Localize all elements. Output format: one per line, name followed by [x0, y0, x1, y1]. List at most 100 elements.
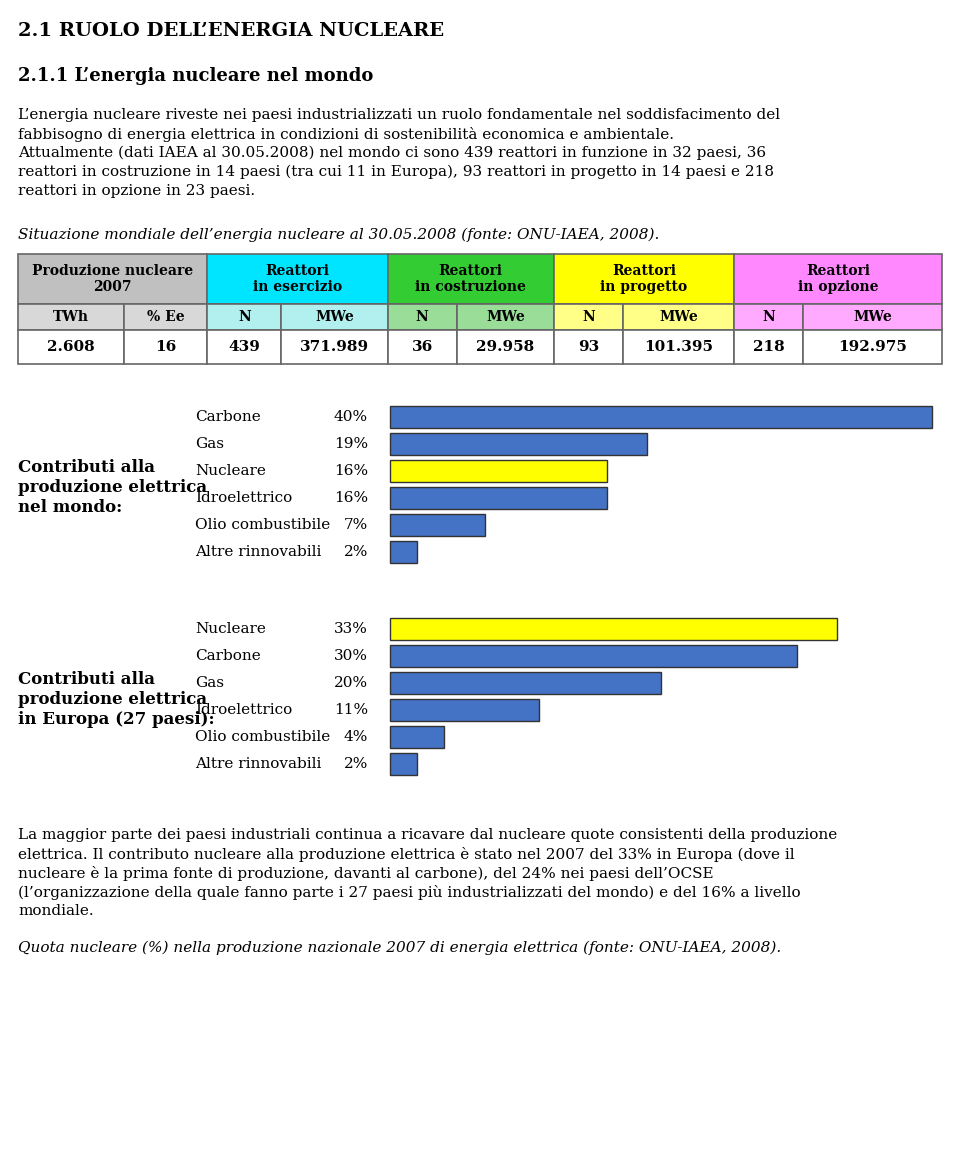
- Bar: [554, 304, 623, 330]
- Text: 2.1.1 L’energia nucleare nel mondo: 2.1.1 L’energia nucleare nel mondo: [18, 67, 373, 85]
- Bar: [390, 618, 837, 640]
- Text: elettrica. Il contributo nucleare alla produzione elettrica è stato nel 2007 del: elettrica. Il contributo nucleare alla p…: [18, 847, 795, 862]
- Text: Nucleare: Nucleare: [195, 464, 266, 479]
- Text: 7%: 7%: [344, 518, 368, 532]
- Bar: [207, 254, 388, 304]
- Text: Altre rinnovabili: Altre rinnovabili: [195, 757, 322, 771]
- Bar: [18, 304, 124, 330]
- Text: reattori in opzione in 23 paesi.: reattori in opzione in 23 paesi.: [18, 184, 255, 198]
- Text: Carbone: Carbone: [195, 410, 261, 424]
- Text: Situazione mondiale dell’energia nucleare al 30.05.2008 (fonte: ONU-IAEA, 2008).: Situazione mondiale dell’energia nuclear…: [18, 228, 660, 242]
- Text: Contributi alla: Contributi alla: [18, 672, 155, 688]
- Text: Quota nucleare (%) nella produzione nazionale 2007 di energia elettrica (fonte: : Quota nucleare (%) nella produzione nazi…: [18, 941, 781, 956]
- Bar: [734, 330, 804, 364]
- Bar: [124, 304, 207, 330]
- Bar: [390, 460, 607, 482]
- Text: 16%: 16%: [334, 464, 368, 479]
- Bar: [804, 304, 942, 330]
- Bar: [554, 254, 734, 304]
- Text: MWe: MWe: [853, 310, 892, 324]
- Text: nucleare è la prima fonte di produzione, davanti al carbone), del 24% nei paesi : nucleare è la prima fonte di produzione,…: [18, 866, 713, 881]
- Text: 33%: 33%: [334, 622, 368, 636]
- Text: Reattori
in costruzione: Reattori in costruzione: [416, 264, 526, 294]
- Bar: [390, 433, 647, 455]
- Bar: [388, 254, 554, 304]
- Bar: [124, 330, 207, 364]
- Text: 439: 439: [228, 340, 260, 355]
- Text: Reattori
in opzione: Reattori in opzione: [798, 264, 878, 294]
- Text: 371.989: 371.989: [300, 340, 369, 355]
- Text: produzione elettrica: produzione elettrica: [18, 479, 207, 496]
- Bar: [734, 304, 804, 330]
- Bar: [623, 304, 734, 330]
- Text: Nucleare: Nucleare: [195, 622, 266, 636]
- Text: La maggior parte dei paesi industriali continua a ricavare dal nucleare quote co: La maggior parte dei paesi industriali c…: [18, 828, 837, 842]
- Text: Olio combustibile: Olio combustibile: [195, 518, 330, 532]
- Bar: [390, 514, 485, 536]
- Text: L’energia nucleare riveste nei paesi industrializzati un ruolo fondamentale nel : L’energia nucleare riveste nei paesi ind…: [18, 108, 780, 122]
- Text: MWe: MWe: [660, 310, 698, 324]
- Text: Gas: Gas: [195, 438, 224, 450]
- Text: Reattori
in progetto: Reattori in progetto: [600, 264, 687, 294]
- Text: Idroelettrico: Idroelettrico: [195, 703, 292, 717]
- Text: N: N: [238, 310, 251, 324]
- Text: in Europa (27 paesi):: in Europa (27 paesi):: [18, 711, 215, 728]
- Text: reattori in costruzione in 14 paesi (tra cui 11 in Europa), 93 reattori in proge: reattori in costruzione in 14 paesi (tra…: [18, 165, 774, 179]
- Bar: [18, 254, 207, 304]
- Text: N: N: [582, 310, 595, 324]
- Text: Idroelettrico: Idroelettrico: [195, 491, 292, 505]
- Bar: [207, 304, 281, 330]
- Text: fabbisogno di energia elettrica in condizioni di sostenibilità economica e ambie: fabbisogno di energia elettrica in condi…: [18, 128, 674, 142]
- Text: 4%: 4%: [344, 730, 368, 744]
- Bar: [390, 727, 444, 748]
- Bar: [390, 753, 417, 775]
- Bar: [804, 330, 942, 364]
- Bar: [207, 330, 281, 364]
- Text: 192.975: 192.975: [838, 340, 907, 355]
- Text: Produzione nucleare
2007: Produzione nucleare 2007: [32, 264, 193, 294]
- Text: 16: 16: [156, 340, 177, 355]
- Text: 218: 218: [753, 340, 784, 355]
- Bar: [457, 330, 554, 364]
- Bar: [390, 698, 540, 721]
- Text: MWe: MWe: [486, 310, 525, 324]
- Text: 2%: 2%: [344, 757, 368, 771]
- Text: (l’organizzazione della quale fanno parte i 27 paesi più industrializzati del mo: (l’organizzazione della quale fanno part…: [18, 885, 801, 900]
- Text: 11%: 11%: [334, 703, 368, 717]
- Text: 2%: 2%: [344, 545, 368, 559]
- Text: nel mondo:: nel mondo:: [18, 498, 122, 516]
- Text: 16%: 16%: [334, 491, 368, 505]
- Text: mondiale.: mondiale.: [18, 904, 94, 918]
- Text: 36: 36: [412, 340, 433, 355]
- Text: Contributi alla: Contributi alla: [18, 459, 155, 476]
- Bar: [457, 304, 554, 330]
- Text: TWh: TWh: [53, 310, 89, 324]
- Text: % Ee: % Ee: [147, 310, 184, 324]
- Bar: [18, 330, 124, 364]
- Text: N: N: [762, 310, 775, 324]
- Text: produzione elettrica: produzione elettrica: [18, 691, 207, 708]
- Bar: [554, 330, 623, 364]
- Text: Attualmente (dati IAEA al 30.05.2008) nel mondo ci sono 439 reattori in funzione: Attualmente (dati IAEA al 30.05.2008) ne…: [18, 146, 766, 160]
- Text: 29.958: 29.958: [476, 340, 535, 355]
- Text: Altre rinnovabili: Altre rinnovabili: [195, 545, 322, 559]
- Text: 19%: 19%: [334, 438, 368, 450]
- Text: N: N: [416, 310, 428, 324]
- Text: 2.1 RUOLO DELL’ENERGIA NUCLEARE: 2.1 RUOLO DELL’ENERGIA NUCLEARE: [18, 22, 444, 40]
- Bar: [390, 672, 661, 694]
- Bar: [390, 645, 797, 667]
- Text: 30%: 30%: [334, 649, 368, 663]
- Bar: [388, 330, 457, 364]
- Text: 40%: 40%: [334, 410, 368, 424]
- Text: 93: 93: [578, 340, 599, 355]
- Text: MWe: MWe: [315, 310, 354, 324]
- Text: Reattori
in esercizio: Reattori in esercizio: [252, 264, 342, 294]
- Text: Gas: Gas: [195, 676, 224, 690]
- Bar: [734, 254, 942, 304]
- Bar: [281, 330, 388, 364]
- Text: Olio combustibile: Olio combustibile: [195, 730, 330, 744]
- Bar: [390, 541, 417, 563]
- Text: 20%: 20%: [334, 676, 368, 690]
- Bar: [390, 406, 932, 428]
- Bar: [388, 304, 457, 330]
